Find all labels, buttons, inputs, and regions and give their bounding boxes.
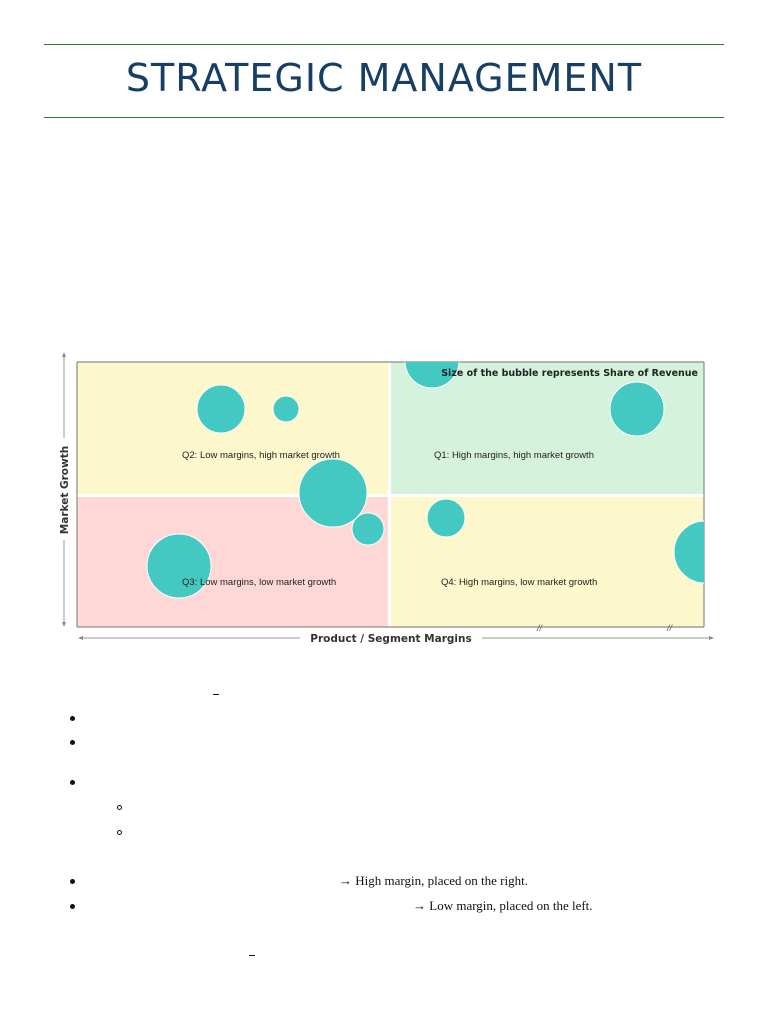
bubble <box>196 384 246 434</box>
sub-bullet <box>117 830 122 835</box>
bubble <box>146 533 212 599</box>
bubble <box>272 395 300 423</box>
axis-break: // <box>666 623 674 633</box>
high-margin-text: → High margin, placed on the right. <box>339 873 528 888</box>
bullet <box>70 716 75 721</box>
y-axis-label: Market Growth <box>59 446 71 534</box>
axis-break: // <box>536 623 544 633</box>
q3-label: Q3: Low margins, low market growth <box>182 577 336 588</box>
header-rule-bottom <box>44 117 724 118</box>
page-title: STRATEGIC MANAGEMENT <box>125 56 643 100</box>
quadrant-q1 <box>391 362 704 494</box>
bubble <box>404 362 460 389</box>
bullet <box>70 879 75 884</box>
dash-mark <box>213 694 219 695</box>
bullet <box>70 740 75 745</box>
q4-label: Q4: High margins, low market growth <box>441 577 597 588</box>
bullet <box>70 904 75 909</box>
quadrant-q4 <box>391 497 704 627</box>
q2-label: Q2: Low margins, high market growth <box>182 450 340 461</box>
bubble <box>673 520 704 584</box>
quadrant-q2 <box>77 362 388 494</box>
dash-mark <box>249 955 255 956</box>
sub-bullet <box>117 805 122 810</box>
bubble <box>351 512 385 546</box>
bubble <box>426 498 466 538</box>
bubble <box>609 381 665 437</box>
q1-label: Q1: High margins, high market growth <box>434 450 594 461</box>
bubble-size-note: Size of the bubble represents Share of R… <box>441 368 698 379</box>
x-axis-label: Product / Segment Margins <box>310 633 471 645</box>
bubble <box>298 458 368 528</box>
bullet <box>70 780 75 785</box>
header-rule-top <box>44 44 724 45</box>
quadrant-q3 <box>77 497 388 627</box>
low-margin-text: → Low margin, placed on the left. <box>413 898 593 913</box>
